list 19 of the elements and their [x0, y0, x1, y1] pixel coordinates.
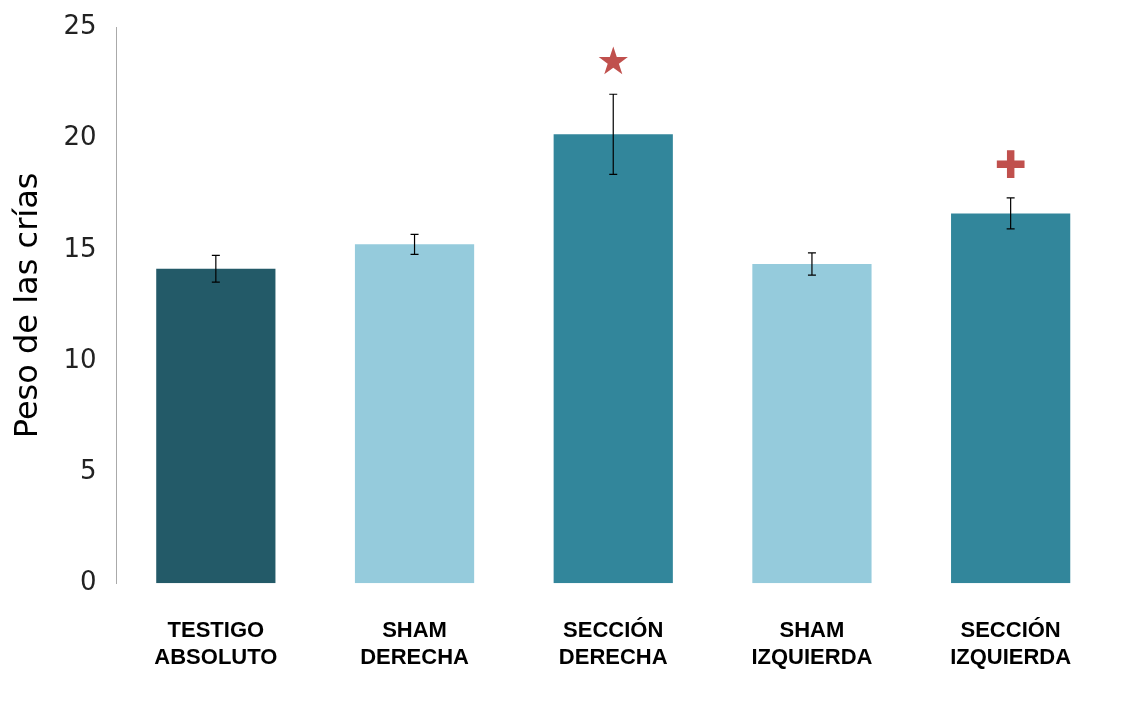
y-tick-label: 5 [79, 454, 97, 485]
x-tick-label: TESTIGO ABSOLUTO [154, 617, 278, 669]
bar [553, 134, 673, 584]
bar [354, 244, 475, 584]
y-tick-label: 15 [63, 232, 97, 263]
x-tick-label: SECCIÓN IZQUIERDA [950, 617, 1072, 669]
x-tick-label: SHAM IZQUIERDA [751, 617, 873, 669]
y-axis-title: Peso de las crías [6, 172, 45, 439]
annotation: ✚ [994, 142, 1027, 187]
y-tick-label: 20 [63, 121, 97, 152]
annotation: ★ [596, 39, 631, 84]
x-tick-label: SHAM DERECHA [360, 617, 470, 669]
bar [752, 264, 872, 584]
y-tick-label: 25 [63, 10, 97, 41]
bar [951, 213, 1071, 584]
y-tick-label: 10 [63, 343, 97, 374]
bar [156, 268, 276, 584]
y-tick-label: 0 [79, 565, 97, 596]
x-tick-label: SECCIÓN DERECHA [558, 617, 668, 669]
